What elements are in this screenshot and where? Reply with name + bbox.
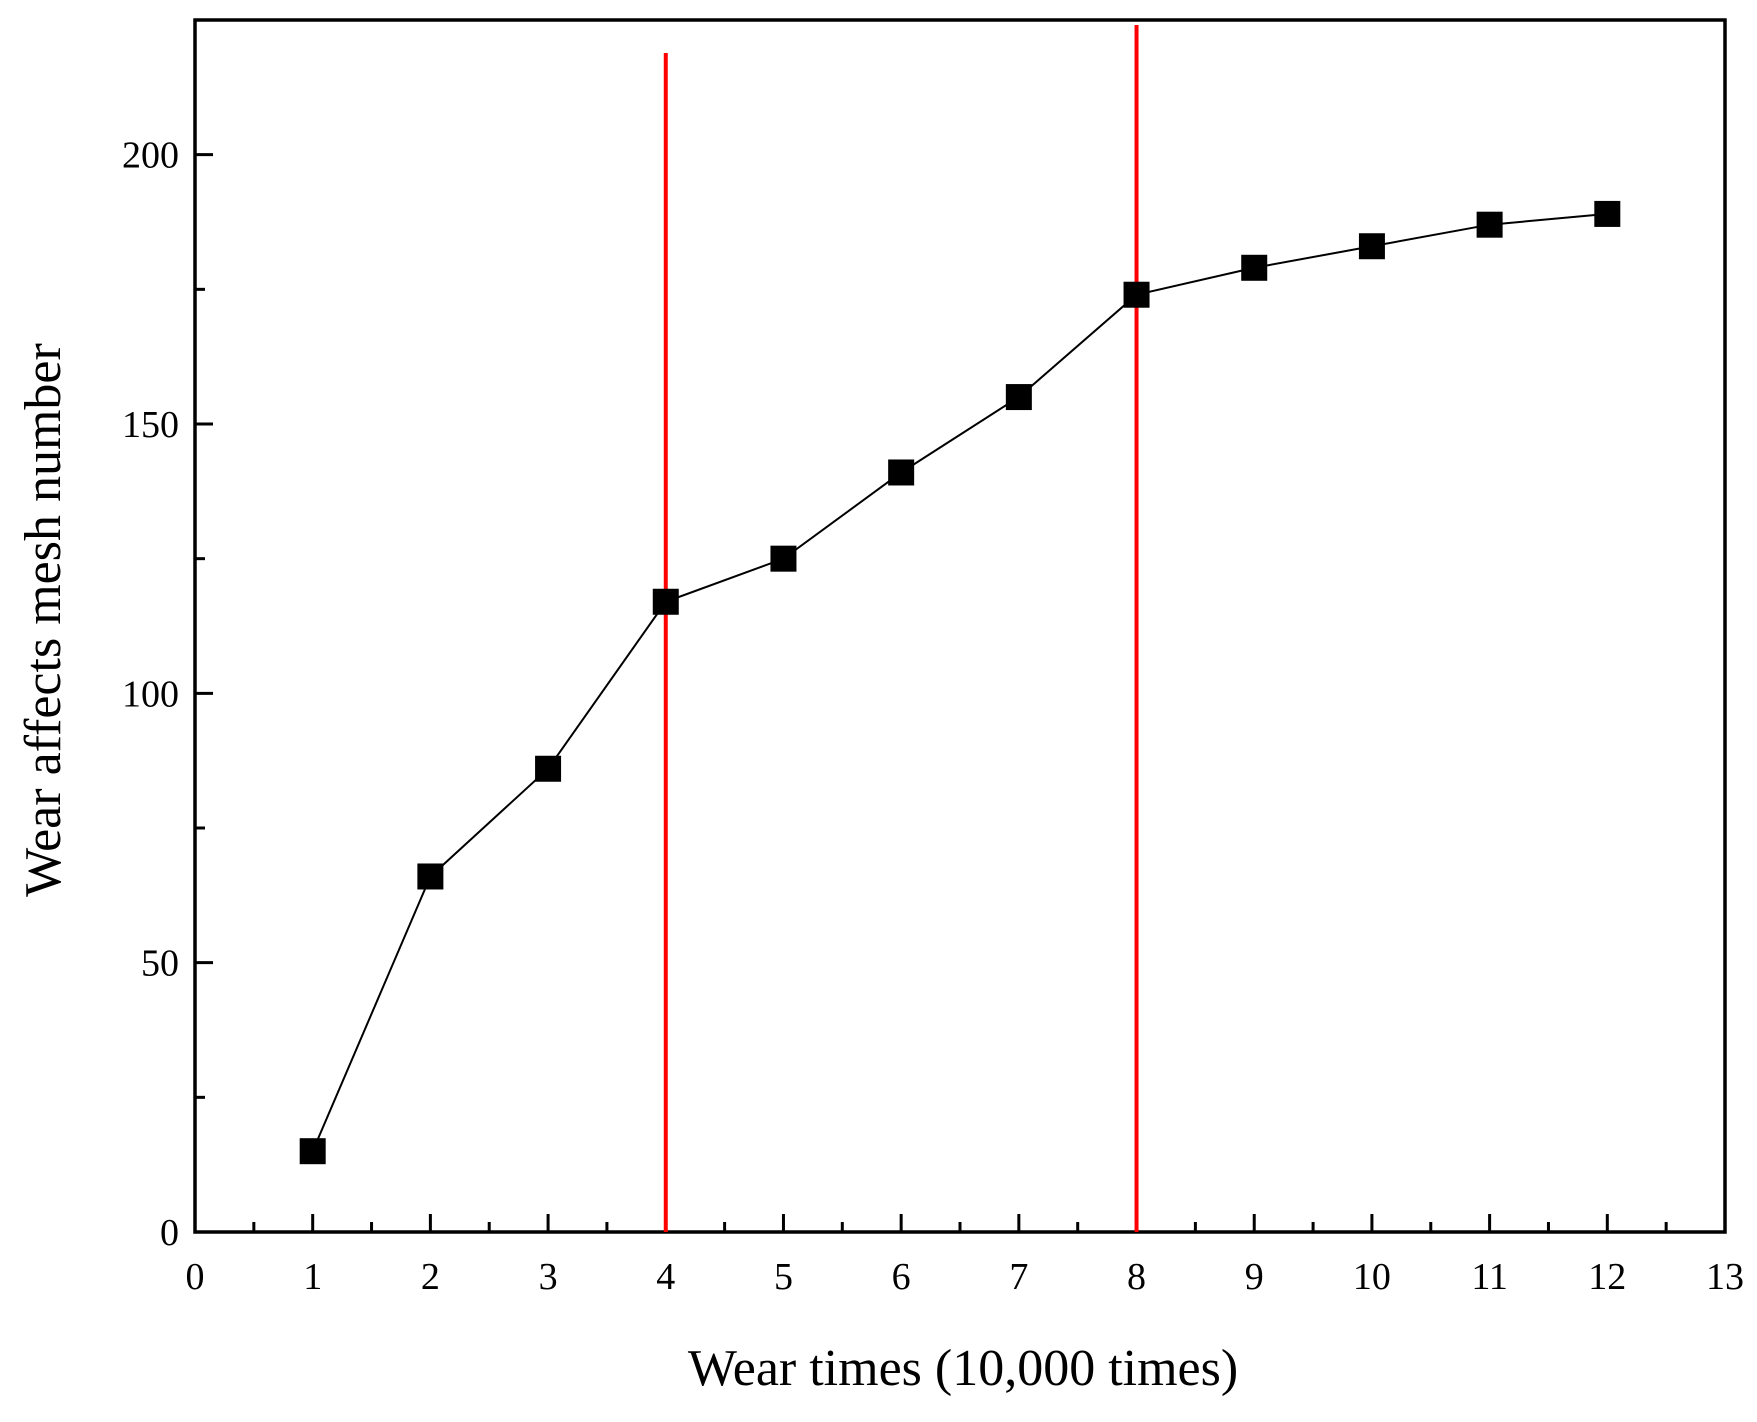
data-point xyxy=(652,588,679,615)
x-tick-label: 5 xyxy=(774,1256,793,1298)
x-tick-label: 6 xyxy=(892,1256,911,1298)
reference-lines xyxy=(663,25,1139,1232)
y-tick-label: 200 xyxy=(122,135,179,177)
data-point xyxy=(299,1138,326,1165)
y-tick-label: 50 xyxy=(141,943,179,985)
x-tick-label: 0 xyxy=(186,1256,205,1298)
x-tick-label: 8 xyxy=(1127,1256,1146,1298)
data-point xyxy=(535,755,562,782)
x-tick-label: 3 xyxy=(539,1256,558,1298)
data-point xyxy=(1005,384,1032,411)
x-tick-label: 4 xyxy=(656,1256,675,1298)
data-point xyxy=(417,863,444,890)
data-point xyxy=(1594,200,1621,227)
y-tick-label: 100 xyxy=(122,673,179,715)
x-tick-label: 7 xyxy=(1009,1256,1028,1298)
data-point xyxy=(1241,254,1268,281)
x-tick-label: 10 xyxy=(1353,1256,1391,1298)
data-point xyxy=(1123,281,1150,308)
x-tick-label: 12 xyxy=(1588,1256,1626,1298)
y-tick-label: 150 xyxy=(122,404,179,446)
plot-frame xyxy=(193,18,1727,1234)
plot-border xyxy=(193,18,1727,1234)
y-axis-title: Wear affects mesh number xyxy=(15,343,72,897)
axis-ticks xyxy=(193,153,1727,1234)
x-tick-label: 1 xyxy=(303,1256,322,1298)
x-axis-title: Wear times (10,000 times) xyxy=(688,1340,1238,1397)
series-line xyxy=(311,212,1608,1152)
y-tick-label: 0 xyxy=(160,1212,179,1254)
data-series xyxy=(299,200,1621,1165)
data-point xyxy=(1358,233,1385,260)
x-tick-label: 9 xyxy=(1245,1256,1264,1298)
x-tick-label: 2 xyxy=(421,1256,440,1298)
data-point xyxy=(770,545,797,572)
data-point xyxy=(1476,211,1503,238)
x-tick-label: 13 xyxy=(1706,1256,1744,1298)
data-point xyxy=(888,459,915,486)
x-tick-label: 11 xyxy=(1471,1256,1508,1298)
